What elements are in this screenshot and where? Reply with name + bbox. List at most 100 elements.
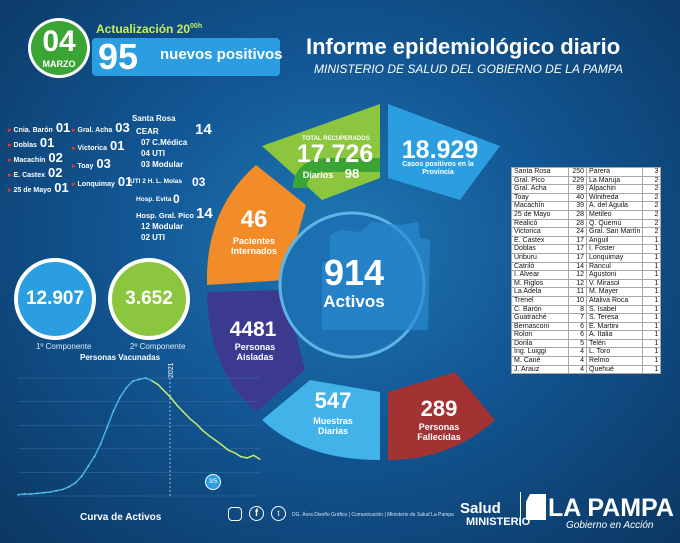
daily-label: Diarios [302,170,334,180]
hospitalized-label: Pacientes Internados [230,236,277,256]
cear-item-3: 03 Modular [141,160,184,169]
table-cell-name: La Maruja [585,175,644,186]
positives-box [92,38,280,76]
table-cell-value: 2 [642,227,662,237]
locality-name: Lonquimay [77,181,115,188]
vaccine-second-label: 2º Componente [130,342,186,351]
table-row: Catriló 14 Rancul 1 [511,261,662,272]
table-cell-name: Winifreda [585,192,644,203]
table-cell-name: Gral. Acha [511,184,569,194]
table-cell-value: 1 [642,364,662,375]
segment-hospitalized [206,165,306,285]
table-cell-name: I. Foster [585,244,644,254]
table-cell-value: 17 [568,235,587,246]
table-cell-name: C. Barón [511,304,569,315]
cear-label: CEAR [136,127,159,136]
table-cell-value: 2 [642,209,662,220]
table-cell-value: 12 [568,270,587,280]
table-cell-value: 1 [642,270,662,280]
chart-year-annotation: 2021 [168,362,175,378]
table-row: Toay 40 Winifreda 2 [511,192,662,203]
vaccine-second-value: 3.652 [125,288,173,309]
daily-value: 98 [344,166,360,181]
pico-item-2: 02 UTI [141,233,166,242]
locality-value: 03 [115,120,130,135]
logo-divider [520,492,521,526]
table-cell-value: 1 [642,304,662,315]
credits: DG. Área Diseño Gráfico | Comunicación |… [292,512,454,518]
ring-arc-recovered [293,158,380,189]
update-label: Actualización 20 [96,22,191,36]
evita-value: 0 [173,192,180,206]
locality-name: Toay [77,163,94,170]
locality-name: Macachín [13,157,46,164]
table-cell-value: 14 [568,261,587,272]
locality-name: Cnia. Barón [13,127,53,134]
table-cell-name: M. Riglos [511,278,569,289]
table-cell-name: E. Martini [585,321,644,332]
locality-value: 02 [48,165,63,180]
segment-cases [388,104,500,200]
locality-item: ▸ Lonquimay 01 [72,174,132,189]
chart-date-badge: 3/5 [205,474,221,490]
recovered-value: 17.726 [296,140,374,168]
table-row: M. Riglos 12 V. Mirasol 1 [511,278,662,289]
santa-rosa-title: Santa Rosa [132,114,176,123]
vaccine-second-circle: 3.652 [108,258,190,340]
la-pampa-logo: LA PAMPA [548,494,674,522]
table-cell-name: S. Isabel [585,304,644,315]
instagram-icon[interactable] [228,507,242,521]
table-cell-value: 4 [568,364,587,375]
table-cell-value: 17 [568,244,587,254]
table-cell-name: Gral. San Martín [585,227,644,237]
table-cell-value: 3 [642,167,662,177]
uti2-value: 03 [192,175,206,189]
cear-item-1: 07 C.Médica [141,138,188,147]
table-cell-value: 2 [642,218,662,229]
table-row: I. Alvear 12 Agustoni 1 [511,270,662,280]
table-cell-name: I. Alvear [511,270,569,280]
table-cell-value: 2 [642,184,662,194]
table-cell-name: Macachín [511,201,569,211]
locality-item: ▸ E. Castex 02 [8,165,63,180]
table-cell-value: 7 [568,313,587,323]
table-cell-value: 17 [568,252,587,263]
deaths-label: Personas Fallecidas [417,422,461,442]
gobierno-tagline: Gobierno en Acción [566,520,654,531]
samples-value: 547 [314,388,352,413]
twitter-icon[interactable]: t [271,506,286,521]
table-row: Doblas 17 I. Foster 1 [511,244,662,254]
locality-name: 25 de Mayo [13,187,52,194]
table-cell-name: Quehué [585,364,644,375]
table-cell-name: 25 de Mayo [511,209,569,220]
marker-icon: ▸ [72,145,76,152]
vaccine-first-value: 12.907 [25,288,85,309]
table-cell-name: Toay [511,192,569,203]
locality-item: ▸ Cnia. Barón 01 [8,120,70,135]
table-cell-name: La Adela [511,287,569,297]
vaccine-first-circle: 12.907 [14,258,96,340]
table-cell-value: 1 [642,338,662,349]
table-cell-name: V. Mirasol [585,278,644,289]
table-row: Victorica 24 Gral. San Martín 2 [511,227,662,237]
table-cell-value: 1 [642,313,662,323]
table-cell-name: M. Mayer [585,287,644,297]
locality-name: E. Castex [13,172,46,179]
facebook-icon[interactable]: f [249,506,264,521]
table-cell-value: 39 [568,201,587,211]
marker-icon: ▸ [8,142,12,149]
table-cell-name: Trenel [511,295,569,306]
locality-name: Gral. Acha [77,127,113,134]
table-cell-value: 5 [568,338,587,349]
locality-value: 01 [54,180,69,195]
table-cell-name: Alpachiri [585,184,644,194]
table-cell-name: Victorica [511,227,569,237]
pico-title: Hosp. Gral. Pico [136,211,194,220]
locality-item: ▸ Doblas 01 [8,135,54,150]
locality-value: 01 [117,174,133,189]
hospitalized-value: 46 [240,206,268,233]
table-cell-name: Doblas [511,244,569,254]
table-row: Rolon 6 A. Italia 1 [511,330,662,340]
table-cell-value: 1 [642,356,662,366]
table-cell-name: Parera [585,167,644,177]
